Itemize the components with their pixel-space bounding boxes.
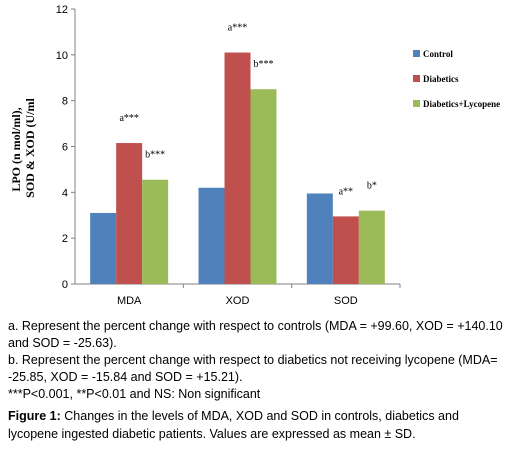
data-label: b*** xyxy=(145,150,165,161)
bar xyxy=(116,143,143,284)
legend-label: Control xyxy=(423,49,453,59)
chart-bars xyxy=(90,52,385,284)
figure-label: Figure 1: xyxy=(8,409,61,423)
y-axis-label: LPO (n mol/ml), SOD & XOD (U/ml xyxy=(9,98,37,198)
note-significance: ***P<0.001, **P<0.01 and NS: Non signifi… xyxy=(8,387,261,401)
x-tick-label: XOD xyxy=(226,295,250,307)
bar xyxy=(306,193,333,284)
legend-label: Diabetics xyxy=(423,74,459,84)
bar xyxy=(90,212,117,284)
legend-swatch xyxy=(413,50,420,57)
y-axis-label-line2: SOD & XOD (U/ml xyxy=(23,98,37,198)
chart-data-labels: a*** b*** a*** b*** a** b* xyxy=(119,23,376,198)
figure-caption-text: Changes in the levels of MDA, XOD and SO… xyxy=(8,409,459,441)
y-tick-label: 6 xyxy=(62,142,68,154)
data-label: b* xyxy=(367,181,377,192)
y-tick-label: 2 xyxy=(62,233,68,245)
y-axis-label-line1: LPO (n mol/ml), xyxy=(9,107,23,191)
bar xyxy=(142,179,169,284)
bar xyxy=(198,187,225,284)
x-tick-label: SOD xyxy=(334,295,358,307)
y-tick-label: 4 xyxy=(62,187,68,199)
note-b: b. Represent the percent change with res… xyxy=(8,353,498,384)
data-label: a*** xyxy=(228,23,247,34)
bar xyxy=(224,52,251,284)
data-label: b*** xyxy=(254,59,274,70)
chart-legend: Control Diabetics Diabetics+Lycopene xyxy=(413,49,500,109)
bar xyxy=(358,210,385,284)
figure-caption: Figure 1: Changes in the levels of MDA, … xyxy=(8,407,506,443)
data-label: a*** xyxy=(119,113,138,124)
bar xyxy=(332,216,359,284)
y-tick-label: 12 xyxy=(56,4,68,16)
y-tick-label: 10 xyxy=(56,50,68,62)
y-tick-label: 8 xyxy=(62,96,68,108)
chart-notes: a. Represent the percent change with res… xyxy=(8,318,506,403)
note-a: a. Represent the percent change with res… xyxy=(8,319,503,350)
bar xyxy=(250,89,277,284)
data-label: a** xyxy=(339,186,353,197)
y-tick-label: 0 xyxy=(62,279,68,291)
bar-chart: 0 2 4 6 8 10 12 MDA XOD SOD a*** b*** a*** b*** a** b*… xyxy=(9,4,500,307)
legend-label: Diabetics+Lycopene xyxy=(423,99,500,109)
legend-swatch xyxy=(413,100,420,107)
legend-swatch xyxy=(413,75,420,82)
x-tick-label: MDA xyxy=(117,295,142,307)
